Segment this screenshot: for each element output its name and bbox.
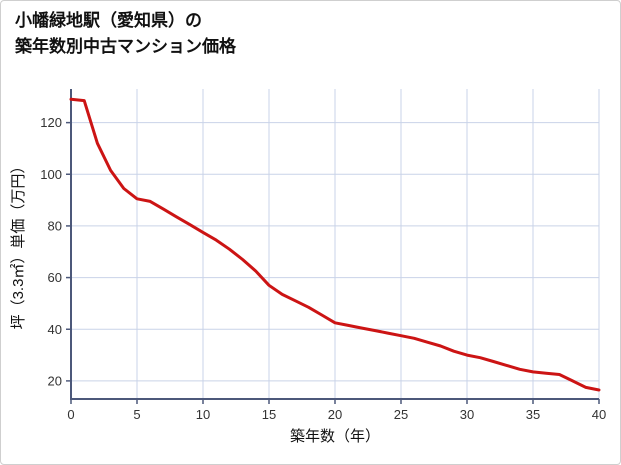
line-chart: 0 5 10 15 20 25 30 35 40 20 40 60 80 100 120 築年数（年） 坪（3.… [10,89,606,445]
y-tick-label: 100 [40,167,62,182]
y-axis-label: 坪（3.3㎡）単価（万円） [10,159,27,330]
chart-title-line1: 小幡緑地駅（愛知県）の [15,11,202,30]
x-tick-label: 15 [262,407,276,422]
x-tick-label: 30 [460,407,474,422]
y-tick-label: 80 [48,218,62,233]
x-axis-label: 築年数（年） [290,427,380,445]
chart-title: 小幡緑地駅（愛知県）の 築年数別中古マンション価格 [15,8,236,61]
x-tick-label: 25 [394,407,408,422]
y-tick-label: 40 [48,322,62,337]
x-tick-label: 35 [526,407,540,422]
chart-title-line2: 築年数別中古マンション価格 [15,37,236,57]
y-tick-label: 120 [40,115,62,130]
x-tick-label: 40 [592,407,606,422]
y-tick-label: 20 [48,373,62,388]
x-tick-label: 0 [67,407,74,422]
x-tick-label: 20 [328,407,342,422]
price-line [69,97,601,392]
x-tick-label: 5 [133,407,140,422]
x-tick-label: 10 [196,407,210,422]
y-tick-label: 60 [48,270,62,285]
